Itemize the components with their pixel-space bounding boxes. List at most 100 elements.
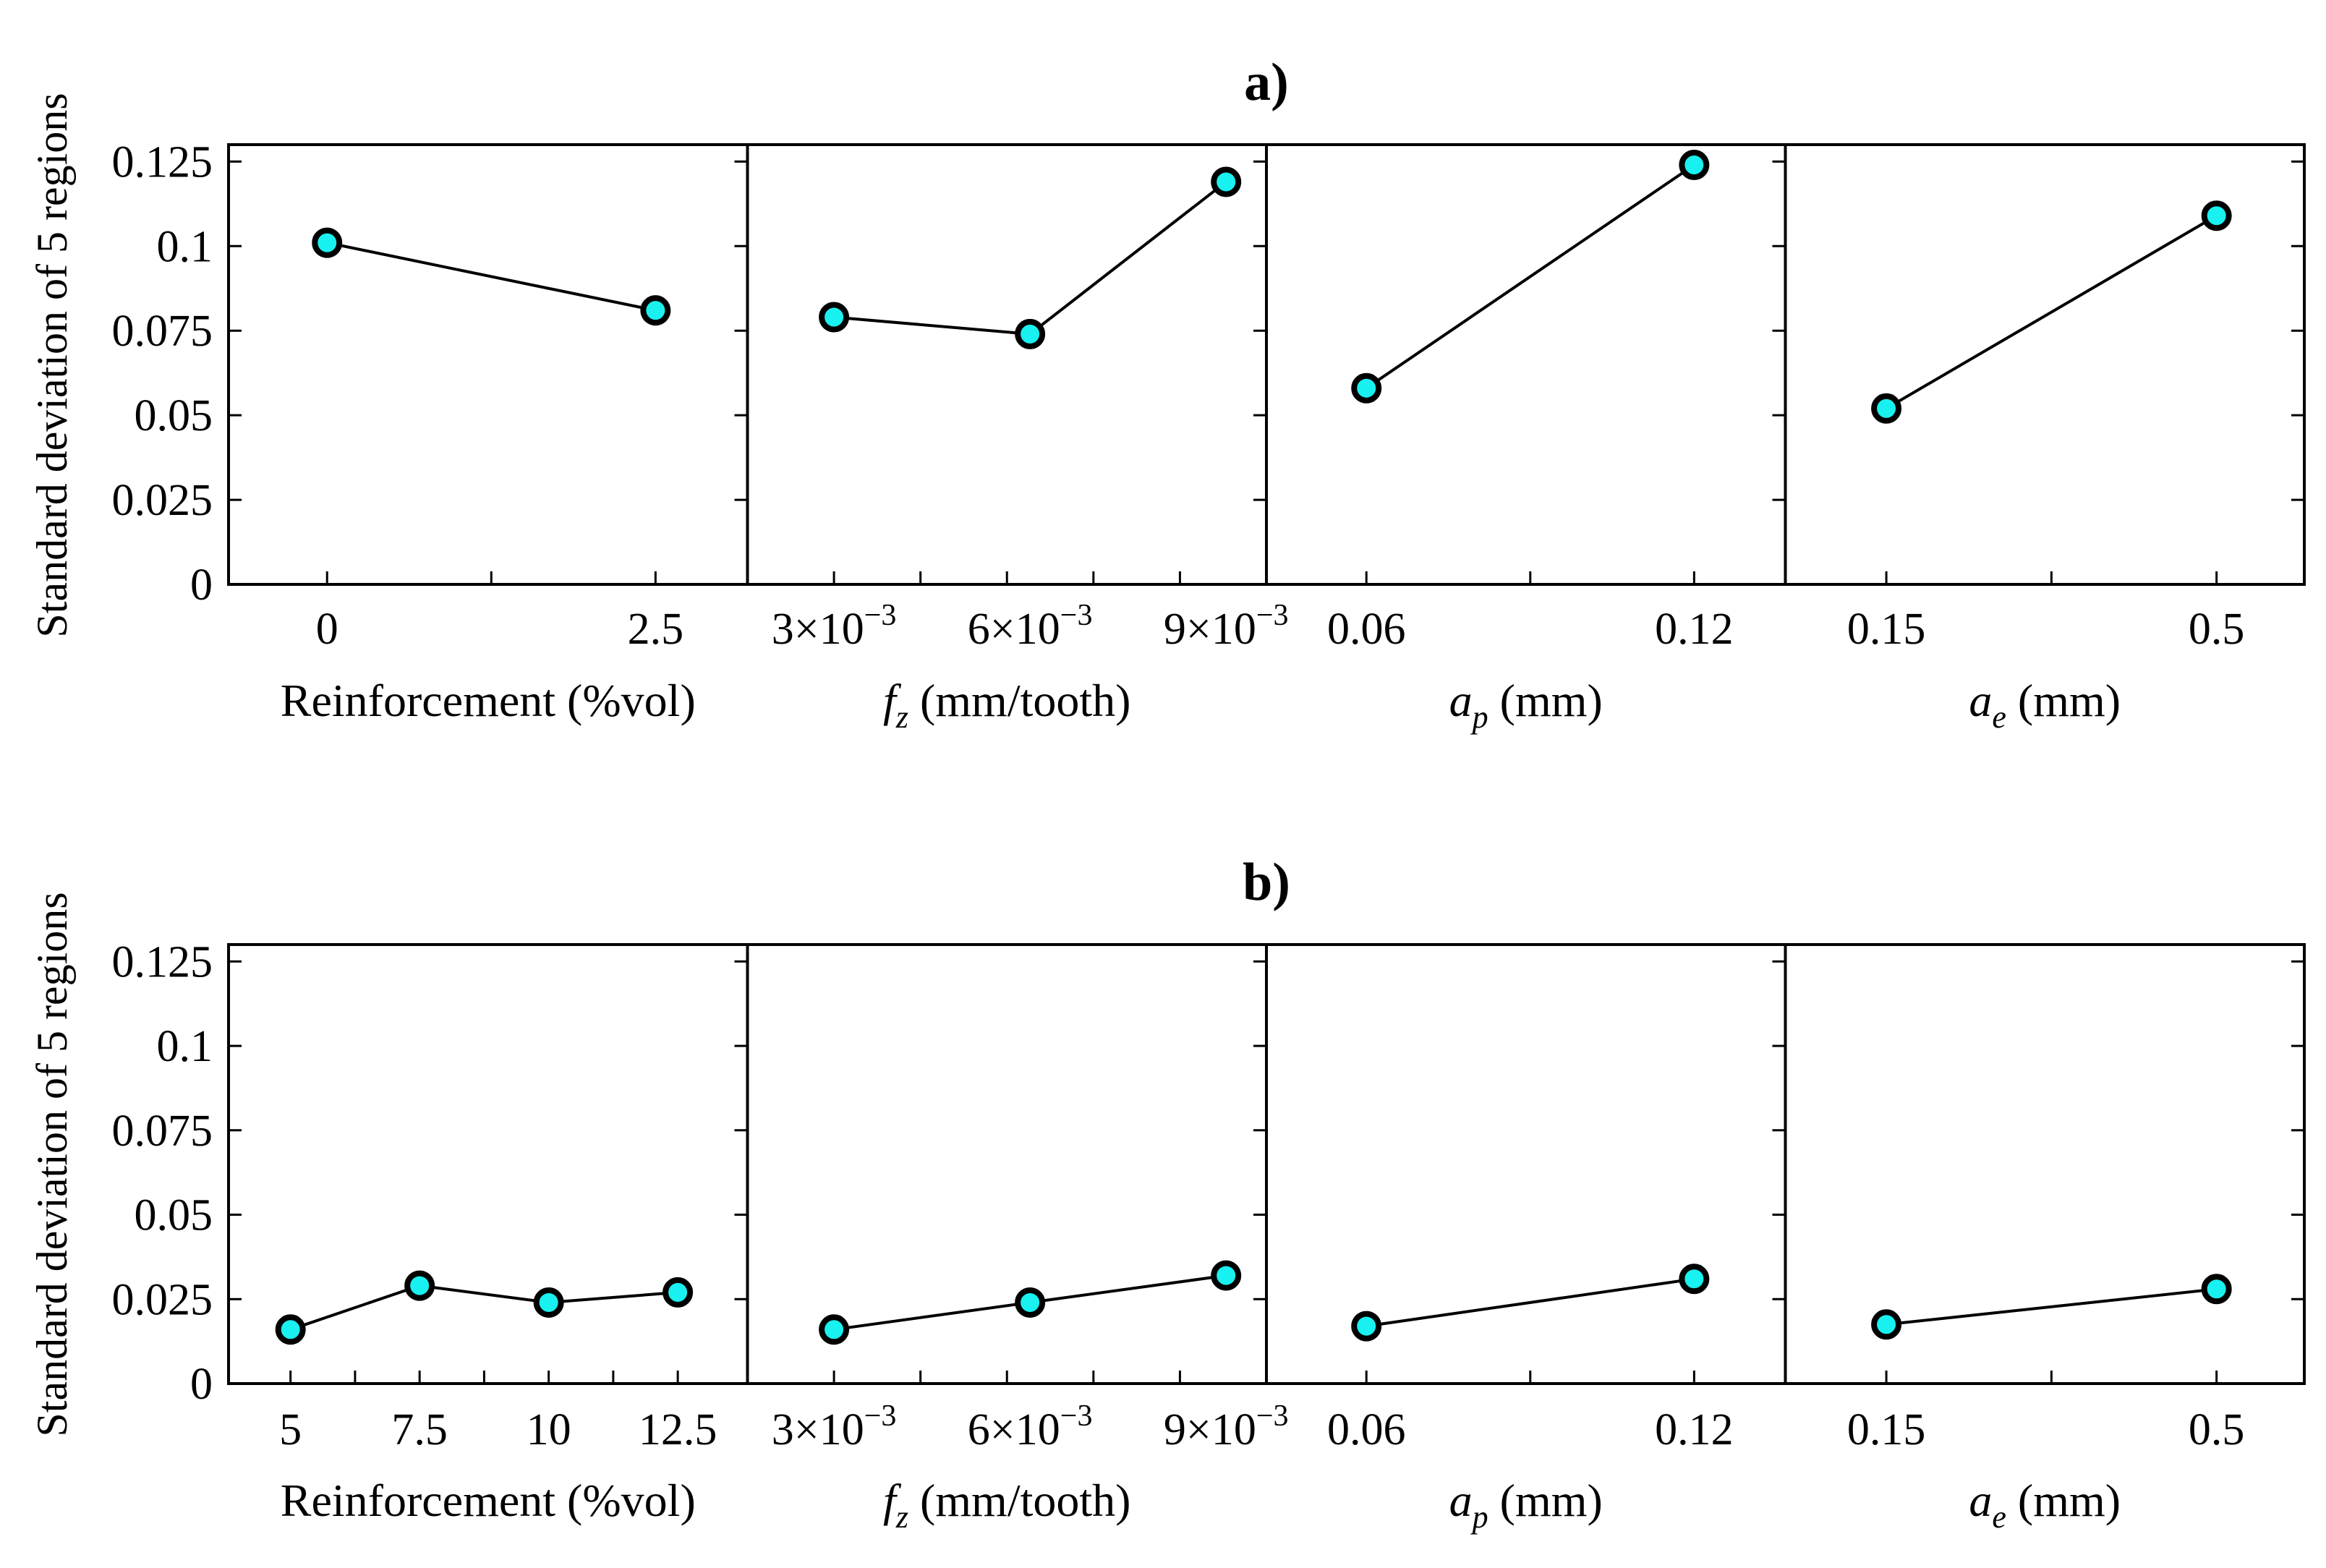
- data-point: [312, 227, 343, 258]
- x-axis-label-part: z: [895, 1499, 908, 1535]
- chart-title: a): [1244, 53, 1289, 112]
- x-axis-label-part: (mm/tooth): [908, 1475, 1131, 1526]
- panel-frame: [1265, 943, 1787, 1385]
- x-tick-label: 7.5: [391, 1405, 448, 1454]
- x-tick-label-base: 7.5: [391, 1405, 448, 1454]
- x-axis-label-part: (mm): [1488, 1475, 1603, 1526]
- x-tick-label-base: 0.12: [1655, 1405, 1734, 1454]
- data-point: [819, 302, 850, 333]
- x-tick-label: 9×10−3: [1164, 1399, 1289, 1454]
- data-point: [640, 295, 671, 326]
- x-axis-label-part: a: [1969, 1475, 1992, 1526]
- data-point: [404, 1270, 435, 1301]
- series-line: [1366, 1277, 1695, 1328]
- x-tick-label-base: 0.06: [1327, 605, 1406, 654]
- series-line: [326, 241, 656, 312]
- x-axis-label-part: z: [895, 699, 908, 735]
- x-tick-label-base: 3×10: [772, 605, 864, 654]
- x-tick-label-base: 5: [279, 1405, 302, 1454]
- x-axis-label: fz (mm/tooth): [883, 1475, 1130, 1535]
- panel-4: 0.15 0.5 ae (mm): [1784, 143, 2306, 735]
- x-tick-label-base: 9×10: [1164, 605, 1256, 654]
- panel-2: 3×10−3 6×10−3 9×10−3 fz (mm/tooth): [746, 943, 1289, 1535]
- x-tick-label: 0.15: [1847, 605, 1926, 654]
- data-point: [1211, 1260, 1242, 1291]
- y-tick-label: 0.075: [112, 1107, 213, 1156]
- series-line: [1886, 1287, 2217, 1326]
- x-axis-label-part: a: [1449, 675, 1473, 726]
- data-point: [2201, 200, 2232, 231]
- x-axis-label-part: (mm): [2006, 1475, 2121, 1526]
- panel-frame: [227, 143, 749, 586]
- panel-3: 0.06 0.12 ap (mm): [1265, 143, 1787, 735]
- panel-1: 0 2.5 Reinforcement (%vol): [227, 143, 749, 726]
- x-tick-label-base: 0.5: [2189, 1405, 2245, 1454]
- y-tick-label: 0.1: [157, 222, 213, 271]
- x-axis-label-part: Reinforcement (%vol): [281, 1475, 696, 1526]
- x-axis-label: ae (mm): [1969, 1475, 2121, 1535]
- chart-b: b) Standard deviation of 5 regions 0 0.025 0…: [28, 853, 2306, 1535]
- series-line: [1886, 214, 2218, 410]
- x-axis-label: Reinforcement (%vol): [281, 675, 696, 726]
- x-tick-label-exponent: −3: [864, 599, 897, 632]
- x-tick-label-base: 10: [527, 1405, 571, 1454]
- x-tick-label-exponent: −3: [1060, 599, 1093, 632]
- data-point: [663, 1277, 694, 1308]
- y-tick-label: 0: [190, 1360, 213, 1409]
- x-tick-label-base: 9×10: [1164, 1405, 1256, 1454]
- y-tick-label: 0.075: [112, 307, 213, 356]
- panel-2: 3×10−3 6×10−3 9×10−3fz (mm/tooth): [746, 143, 1289, 735]
- x-tick-label-base: 2.5: [628, 605, 684, 654]
- x-tick-label-base: 0.15: [1847, 605, 1926, 654]
- panel-frame: [1265, 143, 1787, 586]
- y-tick-label: 0: [190, 561, 213, 610]
- x-tick-label: 0.5: [2189, 605, 2245, 654]
- x-tick-label: 5: [279, 1405, 302, 1454]
- panel-frame: [227, 943, 749, 1385]
- x-axis-label-part: (mm): [2006, 675, 2121, 726]
- x-tick-label: 6×10−3: [968, 599, 1093, 654]
- x-tick-label-base: 0.5: [2189, 605, 2245, 654]
- x-tick-label-base: 12.5: [639, 1405, 717, 1454]
- panel-4: 0.15 0.5 ae (mm): [1784, 943, 2306, 1535]
- x-tick-label: 0.12: [1655, 1405, 1734, 1454]
- data-point: [275, 1314, 306, 1345]
- x-tick-label: 0.12: [1655, 605, 1734, 654]
- x-axis-label: ap (mm): [1449, 675, 1603, 735]
- series-line: [290, 1284, 678, 1331]
- data-point: [1351, 372, 1382, 404]
- x-axis-label: ae (mm): [1969, 675, 2121, 735]
- y-axis-label: Standard deviation of 5 regions: [28, 892, 76, 1436]
- x-axis-label-part: (mm): [1488, 675, 1603, 726]
- x-axis-label-part: Reinforcement (%vol): [281, 675, 696, 726]
- x-tick-label: 3×10−3: [772, 599, 897, 654]
- y-tick-label: 0.025: [112, 476, 213, 525]
- x-tick-label: 3×10−3: [772, 1399, 897, 1454]
- data-point: [1679, 150, 1710, 181]
- x-axis-label: ap (mm): [1449, 1475, 1603, 1535]
- data-point: [1015, 1287, 1046, 1318]
- x-tick-label: 0.15: [1847, 1405, 1926, 1454]
- y-tick-label: 0.125: [112, 137, 213, 187]
- x-axis-label-part: (mm/tooth): [908, 675, 1131, 726]
- data-point: [819, 1314, 850, 1345]
- data-point: [1679, 1264, 1710, 1295]
- x-axis-label-part: a: [1449, 1475, 1473, 1526]
- data-point: [533, 1287, 564, 1318]
- x-tick-label: 9×10−3: [1164, 599, 1289, 654]
- x-tick-label: 10: [527, 1405, 571, 1454]
- data-point: [1871, 393, 1902, 424]
- x-tick-label: 6×10−3: [968, 1399, 1093, 1454]
- y-tick-label: 0.025: [112, 1275, 213, 1324]
- chart-title: b): [1243, 853, 1290, 912]
- x-axis-label-part: a: [1969, 675, 1992, 726]
- data-point: [1871, 1309, 1902, 1340]
- data-point: [2201, 1274, 2232, 1305]
- y-axis-label: Standard deviation of 5 regions: [28, 93, 76, 637]
- x-tick-label-base: 6×10: [968, 1405, 1060, 1454]
- x-tick-label-exponent: −3: [1256, 599, 1289, 632]
- x-tick-label: 0: [316, 605, 338, 654]
- x-tick-label-base: 0.15: [1847, 1405, 1926, 1454]
- data-point: [1351, 1311, 1382, 1342]
